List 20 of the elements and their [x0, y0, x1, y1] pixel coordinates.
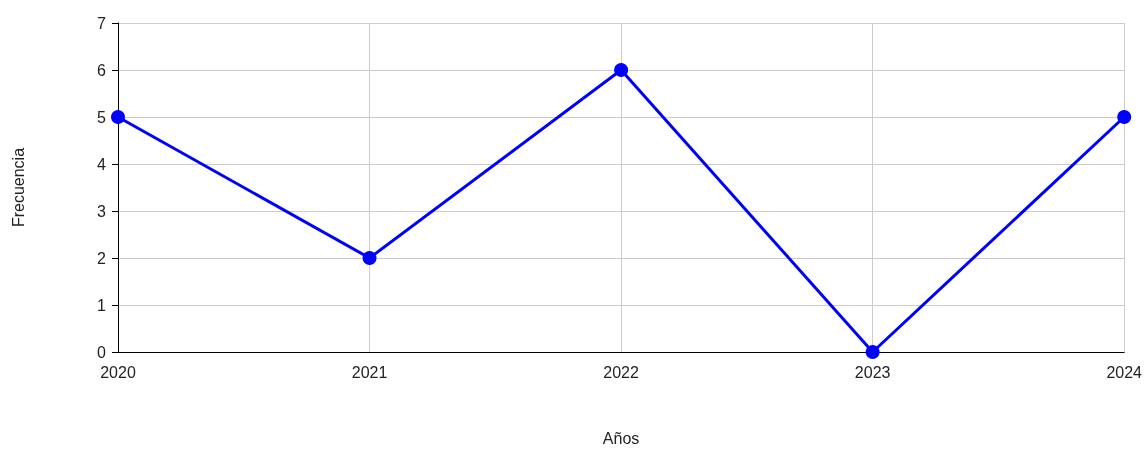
y-tick-label: 7: [97, 14, 107, 32]
x-tick-label: 2021: [351, 363, 388, 381]
y-tick-label: 6: [97, 61, 107, 79]
y-tick-label: 1: [97, 296, 107, 314]
point: [614, 63, 629, 77]
x-tick-label: 2022: [603, 363, 639, 381]
x-tick-label: 2020: [100, 363, 136, 381]
y-tick-label: 5: [97, 108, 107, 126]
point: [865, 345, 880, 359]
y-axis-title: Frecuencia: [9, 147, 27, 228]
point: [111, 110, 125, 124]
x-axis-title: Años: [602, 429, 640, 447]
y-tick-label: 4: [97, 155, 107, 173]
x-tick-label: 2024: [1106, 363, 1143, 381]
point: [1117, 110, 1132, 124]
x-tick-label: 2023: [854, 363, 891, 381]
point: [362, 251, 377, 265]
y-tick-label: 2: [97, 249, 107, 267]
y-tick-label: 0: [97, 343, 107, 361]
y-tick-label: 3: [97, 202, 107, 220]
